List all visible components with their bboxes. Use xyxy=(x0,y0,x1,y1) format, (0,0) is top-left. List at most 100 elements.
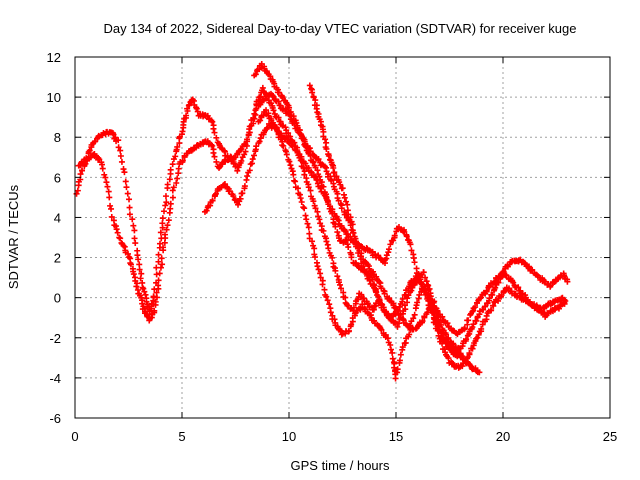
data-point xyxy=(311,245,318,252)
data-point xyxy=(104,183,111,190)
data-point xyxy=(209,142,216,149)
data-point xyxy=(283,151,290,158)
data-point xyxy=(490,302,497,309)
data-point xyxy=(381,290,388,297)
data-point xyxy=(103,179,110,186)
data-point xyxy=(77,171,84,178)
data-point xyxy=(102,174,109,181)
data-point xyxy=(172,153,179,160)
data-point xyxy=(408,247,415,254)
data-point xyxy=(169,194,176,201)
y-tick-label: -6 xyxy=(49,411,61,426)
data-point xyxy=(250,120,257,127)
data-point xyxy=(542,278,549,285)
data-point xyxy=(158,235,165,242)
data-point xyxy=(303,216,310,223)
data-point xyxy=(469,324,476,331)
data-point xyxy=(244,136,251,143)
data-point xyxy=(421,287,428,294)
data-point xyxy=(251,110,258,117)
data-point xyxy=(125,250,132,257)
data-point xyxy=(301,205,308,212)
data-point xyxy=(166,176,173,183)
data-point xyxy=(126,196,133,203)
data-point xyxy=(411,311,418,318)
data-point xyxy=(249,156,256,163)
data-point xyxy=(256,138,263,145)
data-point xyxy=(478,325,485,332)
data-point xyxy=(461,325,468,332)
data-point xyxy=(425,282,432,289)
data-point xyxy=(486,283,493,290)
data-point xyxy=(208,141,215,148)
data-point xyxy=(327,309,334,316)
data-point xyxy=(294,122,301,129)
data-point xyxy=(122,178,129,185)
y-tick-label: 0 xyxy=(54,291,61,306)
x-axis-label: GPS time / hours xyxy=(291,458,390,473)
data-point xyxy=(161,231,168,238)
data-point xyxy=(306,82,313,89)
data-point xyxy=(279,94,286,101)
data-point xyxy=(564,278,571,285)
x-tick-label: 10 xyxy=(282,429,296,444)
data-point xyxy=(169,187,176,194)
data-point xyxy=(108,213,115,220)
data-point xyxy=(324,297,331,304)
series-track-1 xyxy=(73,84,383,324)
data-point xyxy=(483,312,490,319)
data-point xyxy=(420,269,427,276)
data-point xyxy=(476,369,483,376)
data-point xyxy=(557,302,564,309)
data-point xyxy=(526,263,533,270)
data-point xyxy=(294,185,301,192)
data-point xyxy=(117,153,124,160)
data-point xyxy=(411,259,418,266)
data-point xyxy=(419,318,426,325)
data-point xyxy=(399,344,406,351)
data-point xyxy=(156,240,163,247)
data-point xyxy=(292,178,299,185)
data-point xyxy=(324,199,331,206)
x-tick-label: 5 xyxy=(178,429,185,444)
data-point xyxy=(235,201,242,208)
data-point xyxy=(174,175,181,182)
data-point xyxy=(209,197,216,204)
data-point xyxy=(107,202,114,209)
data-point xyxy=(296,127,303,134)
x-tick-label: 20 xyxy=(496,429,510,444)
data-point xyxy=(394,323,401,330)
data-point xyxy=(193,105,200,112)
data-point xyxy=(343,198,350,205)
series-track-4 xyxy=(255,107,571,382)
data-point xyxy=(126,211,133,218)
data-point xyxy=(130,271,137,278)
data-point xyxy=(117,235,124,242)
data-point xyxy=(469,308,476,315)
data-point xyxy=(335,197,342,204)
data-point xyxy=(323,293,330,300)
data-point xyxy=(237,195,244,202)
data-point xyxy=(150,293,157,300)
data-point xyxy=(302,160,309,167)
data-point xyxy=(345,302,352,309)
data-point xyxy=(341,194,348,201)
data-point xyxy=(425,294,432,301)
grid xyxy=(75,57,610,418)
data-point xyxy=(246,167,253,174)
data-point xyxy=(238,157,245,164)
data-point xyxy=(159,261,166,268)
data-point xyxy=(213,190,220,197)
data-point xyxy=(272,97,279,104)
data-point xyxy=(257,117,264,124)
data-point xyxy=(463,336,470,343)
data-point xyxy=(396,357,403,364)
data-point xyxy=(136,266,143,273)
data-point xyxy=(492,278,499,285)
data-point xyxy=(426,297,433,304)
data-point xyxy=(301,171,308,178)
data-point xyxy=(213,134,220,141)
data-point xyxy=(213,158,220,165)
data-point xyxy=(130,222,137,229)
data-point xyxy=(86,147,93,154)
